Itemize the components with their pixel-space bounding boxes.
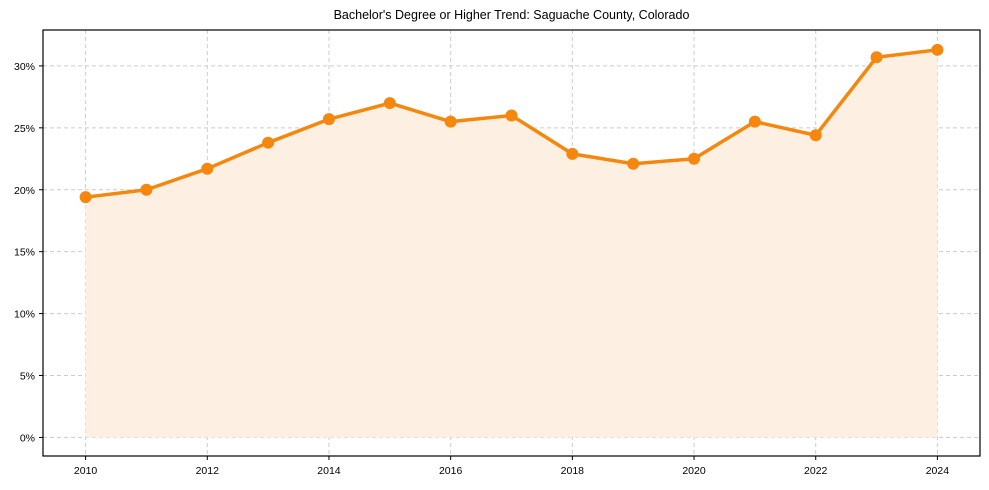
x-tick-label: 2016 — [439, 465, 463, 477]
data-point — [201, 162, 214, 175]
area-fill — [85, 49, 938, 438]
data-point — [262, 136, 275, 149]
data-point — [444, 115, 457, 128]
chart-title: Bachelor's Degree or Higher Trend: Sagua… — [333, 8, 690, 22]
x-tick-label: 2010 — [74, 465, 98, 477]
y-tick-label: 15% — [14, 247, 35, 259]
y-tick-label: 5% — [20, 371, 35, 383]
plot-frame — [42, 29, 981, 457]
y-tick-label: 10% — [14, 309, 35, 321]
y-tick-label: 0% — [20, 432, 35, 444]
data-point — [322, 113, 335, 126]
data-markers — [79, 43, 944, 204]
data-point — [140, 183, 153, 196]
data-point — [383, 97, 396, 110]
x-tick-label: 2012 — [196, 465, 220, 477]
data-point — [809, 129, 822, 142]
y-axis: 0% 5% 10% 15% 20% 25% 30% — [14, 61, 43, 444]
x-axis: 2010 2012 2014 2016 2018 2020 2022 2024 — [74, 456, 949, 477]
y-tick-label: 30% — [14, 61, 35, 73]
x-tick-label: 2020 — [682, 465, 706, 477]
data-point — [566, 147, 579, 160]
data-point — [627, 157, 640, 170]
x-tick-label: 2018 — [561, 465, 585, 477]
data-point — [748, 115, 761, 128]
x-tick-label: 2014 — [317, 465, 341, 477]
data-point — [79, 191, 92, 204]
x-tick-label: 2024 — [926, 465, 950, 477]
data-point — [870, 51, 883, 64]
y-tick-label: 25% — [14, 123, 35, 135]
data-point — [688, 152, 701, 165]
data-point — [931, 43, 944, 56]
data-point — [505, 109, 518, 122]
x-tick-label: 2022 — [804, 465, 828, 477]
y-tick-label: 20% — [14, 185, 35, 197]
